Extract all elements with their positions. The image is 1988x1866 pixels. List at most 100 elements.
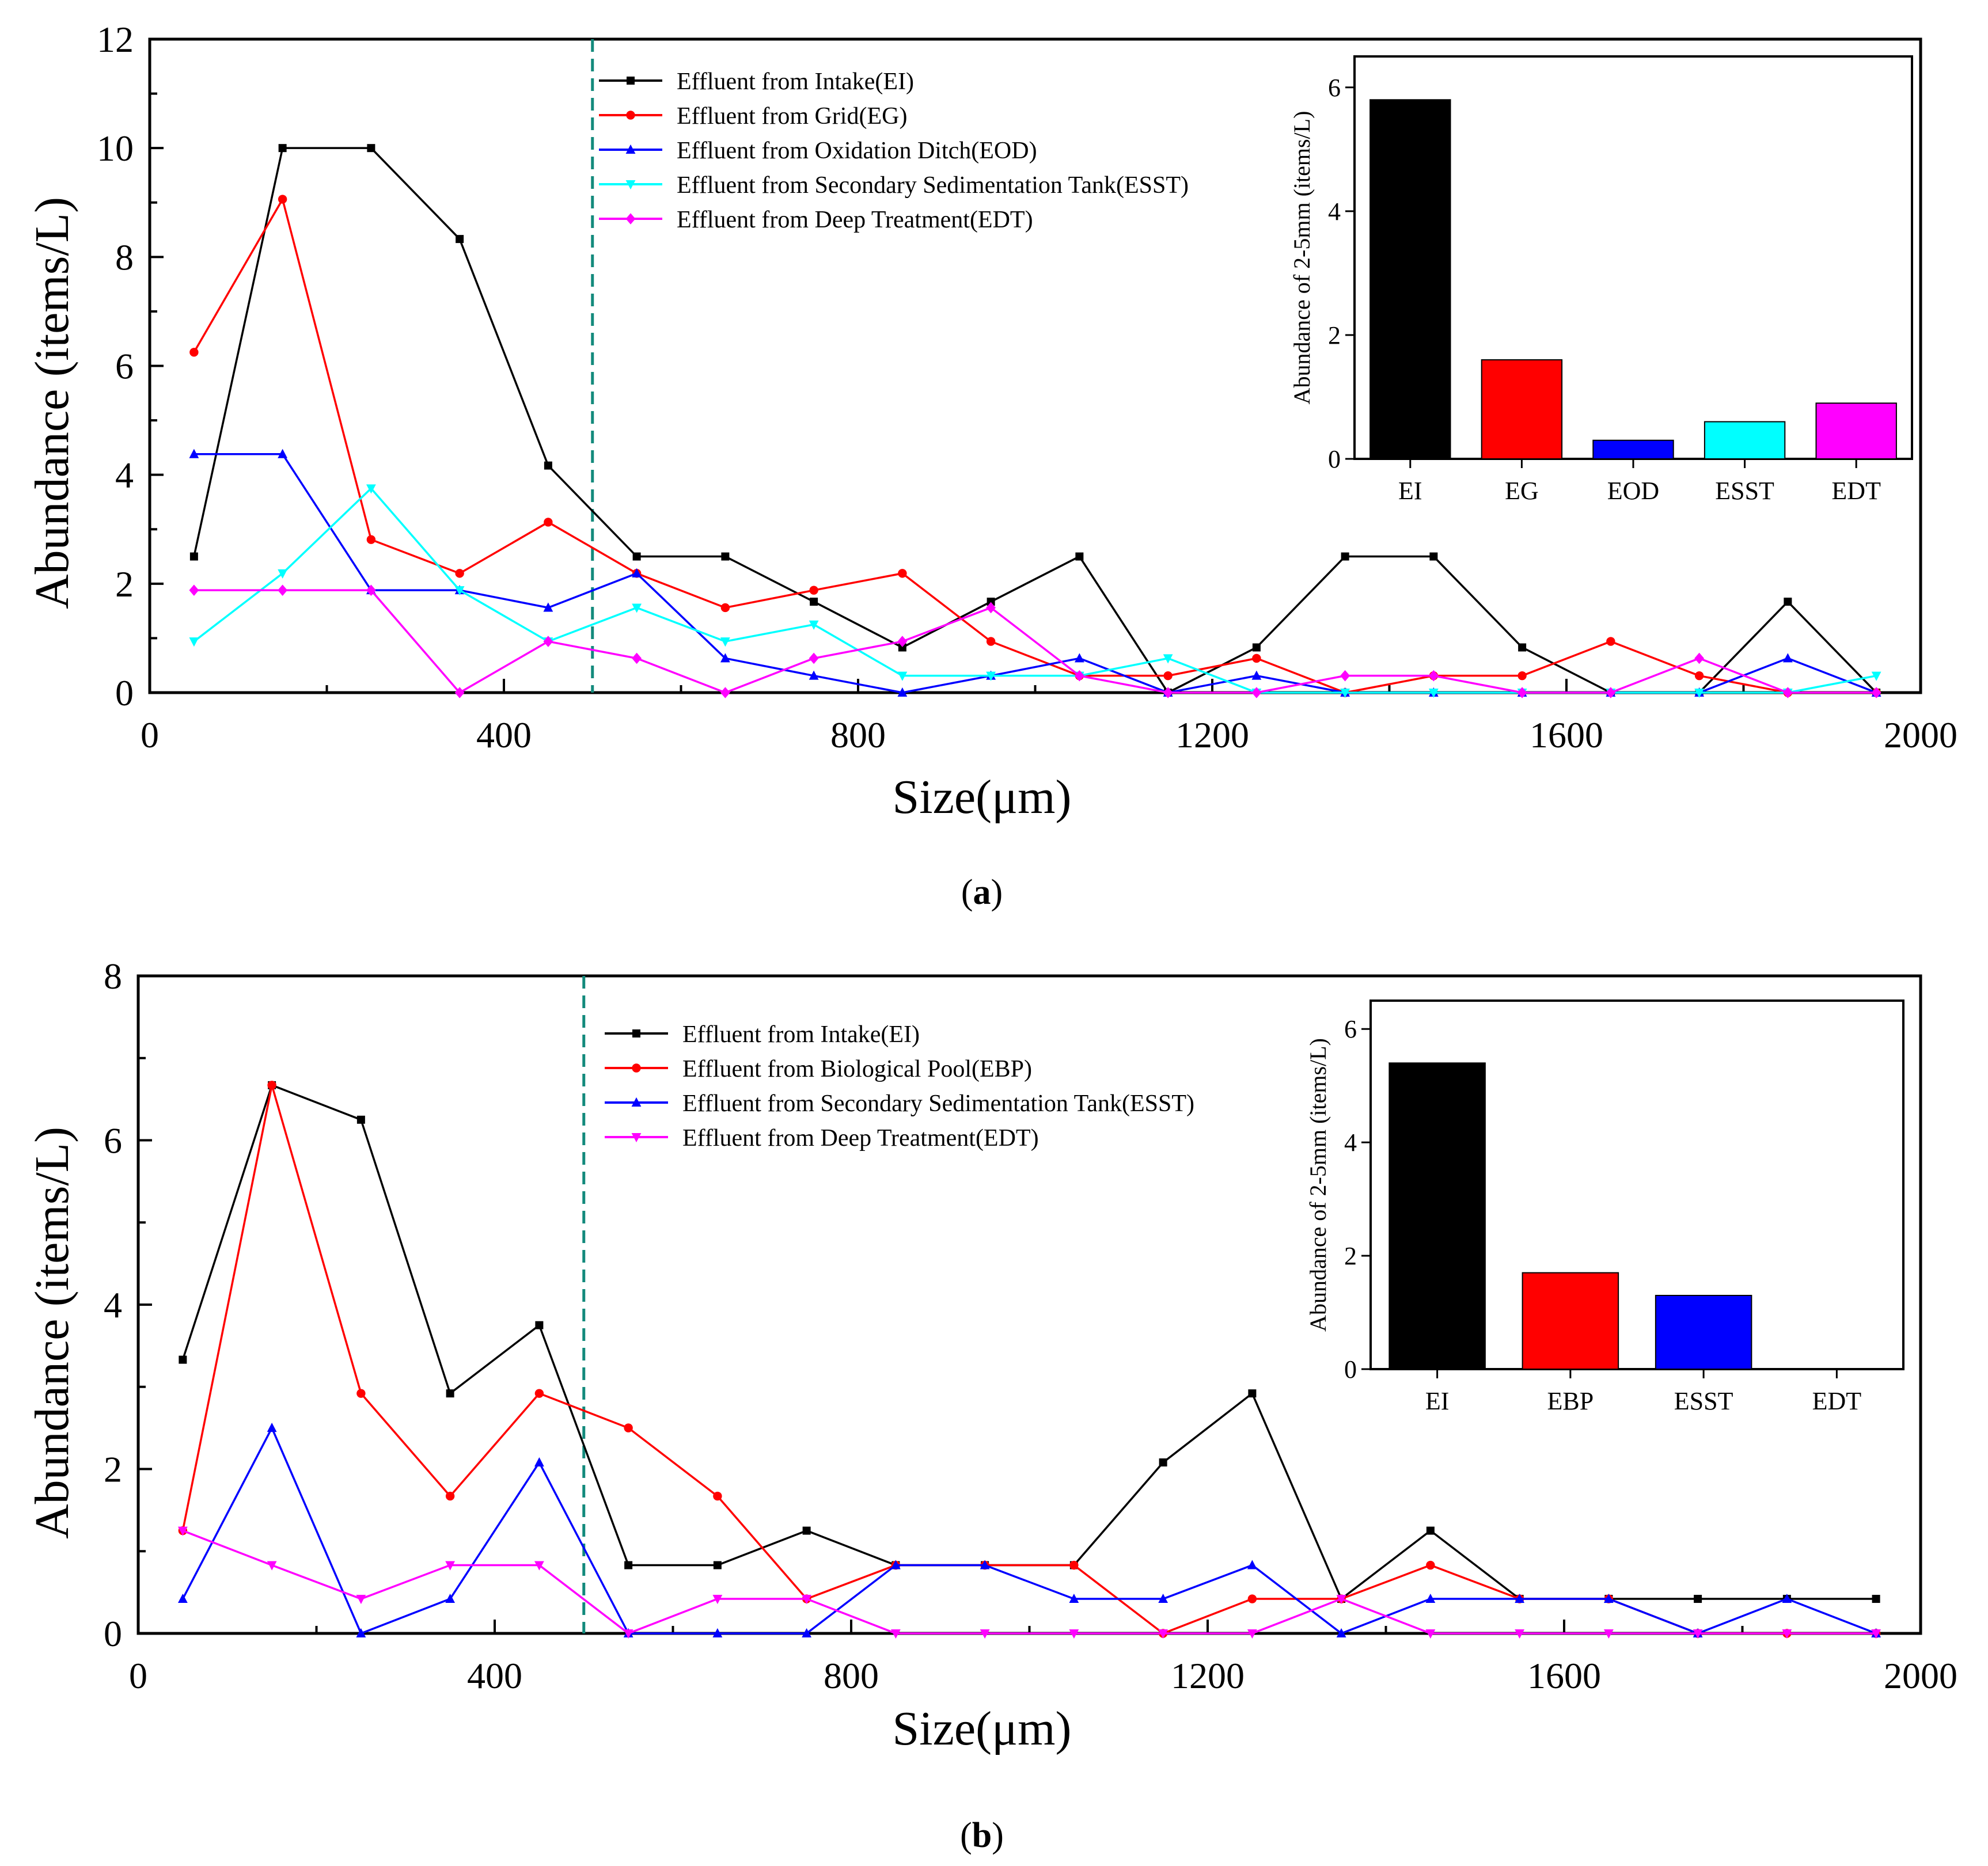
legend-marker <box>625 213 636 225</box>
panel-b-caption: (b) <box>960 1816 1004 1855</box>
panel-a-xlabel: Size(μm) <box>893 770 1072 824</box>
data-point <box>624 1423 633 1432</box>
inset-bar <box>1481 359 1563 460</box>
data-point <box>1782 1629 1792 1639</box>
data-point <box>980 1560 990 1569</box>
data-point <box>456 235 464 244</box>
panel-a-series <box>189 144 1881 698</box>
data-point <box>1248 1389 1257 1398</box>
legend-marker <box>631 1097 642 1107</box>
data-point <box>632 603 642 613</box>
data-point <box>1693 1629 1703 1639</box>
data-point <box>189 449 199 458</box>
y-tick-label: 4 <box>104 1284 122 1325</box>
panel-a-axes: 0 400 800 1200 1600 2000 0 2 4 6 8 10 12 <box>97 19 1957 755</box>
data-point <box>1158 1629 1168 1639</box>
legend-marker <box>626 111 635 120</box>
inset-category-label: EI <box>1398 477 1422 505</box>
inset-bar <box>1522 1272 1619 1370</box>
data-point <box>1606 637 1615 646</box>
legend-label: Effluent from Grid(EG) <box>677 103 907 130</box>
data-point <box>1074 670 1084 682</box>
data-point <box>632 552 641 561</box>
panel-b-legend: Effluent from Intake(EI) Effluent from Bi… <box>605 1021 1194 1151</box>
y-tick-label: 2 <box>104 1449 122 1490</box>
x-tick-label: 0 <box>141 715 159 755</box>
data-point <box>544 518 553 527</box>
data-point <box>1784 598 1792 606</box>
data-point <box>624 1561 633 1569</box>
x-tick-label: 0 <box>129 1655 147 1696</box>
data-point <box>367 144 375 153</box>
data-point <box>720 603 730 613</box>
data-point <box>454 586 465 596</box>
data-point <box>1871 1629 1881 1639</box>
legend-marker <box>632 1063 641 1073</box>
data-point <box>1429 552 1438 561</box>
data-point <box>809 620 819 630</box>
legend-marker <box>632 1029 640 1037</box>
y-tick-label: 0 <box>115 672 134 713</box>
y-tick-label: 6 <box>104 1120 122 1161</box>
data-point <box>809 670 819 680</box>
x-tick-label: 2000 <box>1884 1655 1957 1696</box>
data-point <box>278 569 288 579</box>
data-point <box>1069 1560 1079 1570</box>
data-point <box>632 568 642 577</box>
y-tick-label: 8 <box>104 956 122 997</box>
data-point <box>1252 653 1261 663</box>
data-point <box>446 1389 454 1398</box>
x-tick-label: 800 <box>830 715 886 755</box>
legend-marker <box>625 144 636 154</box>
data-point <box>1252 643 1261 652</box>
data-point <box>177 1526 188 1536</box>
data-point <box>720 637 730 647</box>
data-point <box>1871 687 1881 698</box>
data-point <box>1069 1593 1079 1603</box>
series-line <box>193 196 1877 694</box>
data-point <box>356 1628 366 1637</box>
data-point <box>1603 1593 1614 1603</box>
data-point <box>455 569 464 578</box>
data-point <box>1428 689 1439 698</box>
data-point <box>278 584 288 596</box>
data-point <box>535 1321 544 1329</box>
inset-category-label: EBP <box>1547 1387 1594 1415</box>
inset-bar <box>1592 439 1674 460</box>
inset-category-label: EDT <box>1831 477 1881 505</box>
data-point <box>986 671 996 681</box>
inset-category-label: EOD <box>1607 477 1659 505</box>
data-point <box>810 598 818 606</box>
y-tick-label: 0 <box>104 1613 122 1654</box>
data-point <box>898 643 906 652</box>
y-tick-label: 2 <box>115 564 134 605</box>
data-point <box>1075 552 1084 561</box>
x-tick-label: 2000 <box>1884 715 1957 755</box>
data-point <box>721 552 730 561</box>
data-point <box>1603 1629 1614 1639</box>
data-point <box>980 1629 990 1639</box>
panel-b-axes: 0 400 800 1200 1600 2000 0 2 4 6 8 <box>104 956 1957 1696</box>
inset-y-tick-label: 4 <box>1328 197 1341 226</box>
data-point <box>1782 687 1793 698</box>
data-point <box>366 484 376 494</box>
data-point <box>720 687 730 698</box>
legend-marker <box>625 180 636 190</box>
inset-bar <box>1655 1295 1752 1370</box>
data-point <box>356 1115 365 1124</box>
data-point <box>366 535 376 544</box>
data-point <box>1517 671 1527 681</box>
data-point <box>713 1561 722 1569</box>
data-point <box>1158 1593 1168 1603</box>
data-point <box>802 1595 812 1605</box>
data-point <box>986 637 996 646</box>
inset-y-tick-label: 0 <box>1328 445 1341 473</box>
x-tick-label: 1200 <box>1175 715 1249 755</box>
data-point <box>1069 1629 1079 1639</box>
data-point <box>267 1561 277 1571</box>
panel-b-caption-letter: b <box>972 1816 992 1855</box>
inset-category-label: ESST <box>1715 477 1774 505</box>
data-point <box>1428 670 1439 682</box>
inset-bar <box>1815 402 1897 460</box>
panel-a: 0 400 800 1200 1600 2000 0 2 4 6 8 10 12 Effluent fr… <box>25 19 1957 912</box>
